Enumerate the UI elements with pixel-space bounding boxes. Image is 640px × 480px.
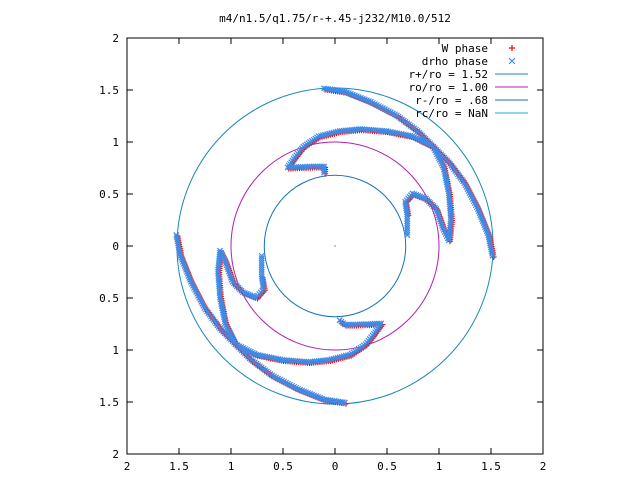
drho-phase-point	[258, 255, 265, 262]
legend-label: rc/ro = NaN	[415, 107, 488, 120]
y-tick-label: 2	[112, 448, 119, 461]
drho-phase-point	[336, 317, 343, 324]
y-tick-label: 1.5	[99, 396, 119, 409]
x-tick-label: 0.5	[273, 460, 293, 473]
drho-phase-point	[218, 303, 225, 310]
chart-title: m4/n1.5/q1.75/r-+.45-j232/M10.0/512	[219, 12, 451, 25]
y-tick-label: 1.5	[99, 84, 119, 97]
drho-phase-point	[344, 352, 351, 359]
legend-plus-symbol	[509, 45, 515, 51]
drho-phase-point	[258, 269, 265, 276]
x-tick-label: 2	[540, 460, 547, 473]
legend-label: r+/ro = 1.52	[409, 68, 488, 81]
drho-phase-point	[258, 257, 265, 264]
drho-phase-point	[404, 232, 411, 239]
drho-phase-point	[343, 321, 350, 328]
legend-label: W phase	[442, 42, 488, 55]
drho-phase-point	[444, 186, 452, 193]
radius-circle	[263, 174, 407, 318]
drho-phase-point	[220, 309, 227, 316]
y-tick-label: 0	[112, 240, 119, 253]
drho-phase-point	[404, 227, 411, 234]
x-tick-label: 2	[124, 460, 131, 473]
drho-phase-point	[258, 271, 265, 278]
drho-phase-point	[443, 179, 450, 186]
drho-phase-point	[321, 167, 328, 174]
drho-phase-point	[258, 266, 265, 273]
drho-phase-point	[404, 213, 411, 220]
y-tick-label: 1	[112, 344, 119, 357]
drho-phase-point	[317, 132, 324, 139]
x-tick-label: 1	[436, 460, 443, 473]
drho-phase-point	[404, 218, 411, 225]
drho-phase-point	[404, 220, 411, 227]
x-tick-label: 1	[228, 460, 235, 473]
drho-phase-point	[177, 250, 184, 257]
drho-phase-point	[258, 252, 265, 259]
drho-phase-point	[258, 262, 265, 269]
radius-circle	[230, 141, 440, 351]
x-tick-label: 0.5	[377, 460, 397, 473]
drho-phase-point	[258, 259, 265, 266]
drho-phase-point	[404, 225, 411, 232]
legend-cross-symbol	[508, 57, 516, 65]
drho-phase-point	[441, 166, 448, 173]
x-tick-label: 0	[332, 460, 339, 473]
drho-phase-point	[258, 273, 265, 280]
legend-label: ro/ro = 1.00	[409, 81, 488, 94]
legend-label: drho phase	[422, 55, 488, 68]
center-marker	[334, 245, 336, 247]
y-tick-label: 2	[112, 32, 119, 45]
drho-phase-point	[404, 222, 411, 229]
drho-phase-point	[404, 215, 411, 222]
axis-ticks: 2 1.5 1 0.5 0 0.5 1 1.5 221.510.500.511.52	[99, 32, 546, 473]
drho-phase-point	[404, 229, 411, 236]
x-tick-label: 1.5	[481, 460, 501, 473]
drho-phase-point	[258, 264, 265, 271]
y-tick-label: 0.5	[99, 292, 119, 305]
drho-phase-point	[442, 173, 449, 180]
x-tick-label: 1.5	[169, 460, 189, 473]
drho-phase-point	[404, 211, 411, 218]
y-tick-label: 0.5	[99, 188, 119, 201]
legend-label: r-/ro = .68	[415, 94, 488, 107]
drho-phase-point	[221, 316, 228, 323]
data-series	[173, 85, 497, 407]
y-tick-label: 1	[112, 136, 119, 149]
drho-phase-point	[485, 234, 492, 241]
drho-phase-point	[321, 169, 328, 176]
drho-phase-point	[342, 352, 349, 359]
